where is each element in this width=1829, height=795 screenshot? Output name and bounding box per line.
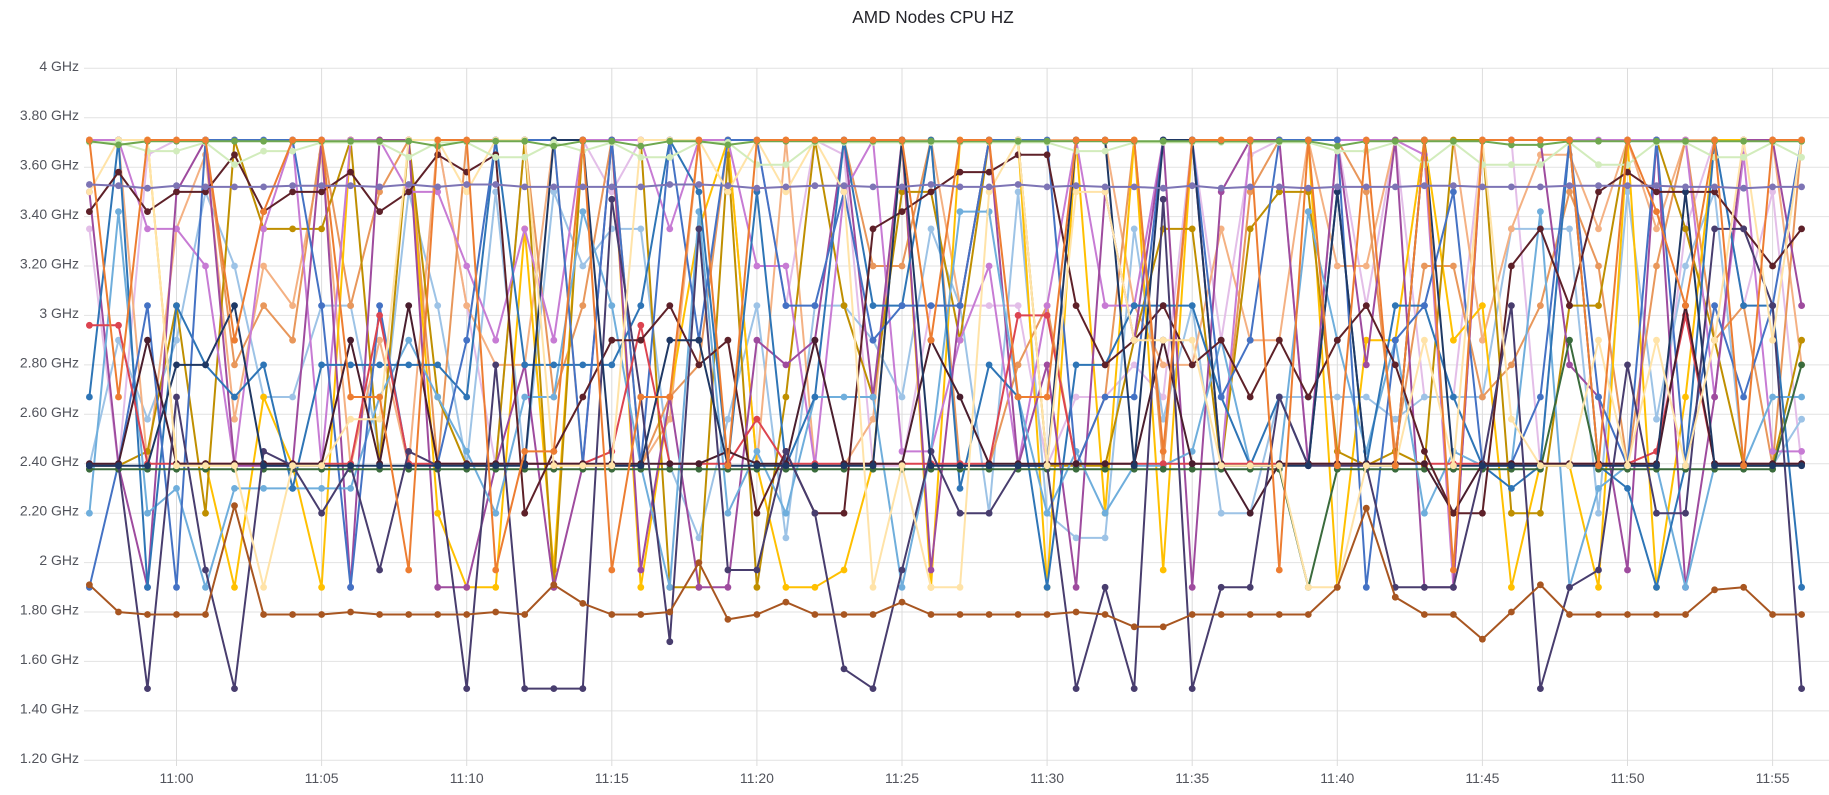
svg-text:11:45: 11:45 — [1465, 770, 1499, 786]
svg-text:1.80 GHz: 1.80 GHz — [20, 602, 79, 618]
svg-text:3.20 GHz: 3.20 GHz — [20, 256, 79, 272]
svg-text:11:50: 11:50 — [1611, 770, 1645, 786]
svg-text:2.40 GHz: 2.40 GHz — [20, 453, 79, 469]
svg-text:2.20 GHz: 2.20 GHz — [20, 503, 79, 519]
svg-text:3 GHz: 3 GHz — [39, 305, 79, 321]
svg-text:11:35: 11:35 — [1175, 770, 1209, 786]
svg-text:11:10: 11:10 — [450, 770, 484, 786]
svg-text:3.60 GHz: 3.60 GHz — [20, 157, 79, 173]
svg-text:3.80 GHz: 3.80 GHz — [20, 107, 79, 123]
svg-text:2 GHz: 2 GHz — [39, 552, 79, 568]
svg-text:2.60 GHz: 2.60 GHz — [20, 404, 79, 420]
svg-text:3.40 GHz: 3.40 GHz — [20, 206, 79, 222]
svg-text:1.20 GHz: 1.20 GHz — [20, 750, 79, 766]
svg-text:1.60 GHz: 1.60 GHz — [20, 651, 79, 667]
svg-text:2.80 GHz: 2.80 GHz — [20, 354, 79, 370]
svg-text:11:05: 11:05 — [305, 770, 339, 786]
svg-text:11:15: 11:15 — [595, 770, 629, 786]
svg-text:1.40 GHz: 1.40 GHz — [20, 700, 79, 716]
svg-text:11:20: 11:20 — [740, 770, 774, 786]
svg-text:11:40: 11:40 — [1320, 770, 1354, 786]
svg-text:4 GHz: 4 GHz — [39, 58, 79, 74]
svg-text:11:00: 11:00 — [160, 770, 194, 786]
svg-text:11:55: 11:55 — [1756, 770, 1790, 786]
svg-text:11:25: 11:25 — [885, 770, 919, 786]
svg-text:11:30: 11:30 — [1030, 770, 1064, 786]
svg-text:AMD Nodes CPU HZ: AMD Nodes CPU HZ — [852, 7, 1013, 27]
